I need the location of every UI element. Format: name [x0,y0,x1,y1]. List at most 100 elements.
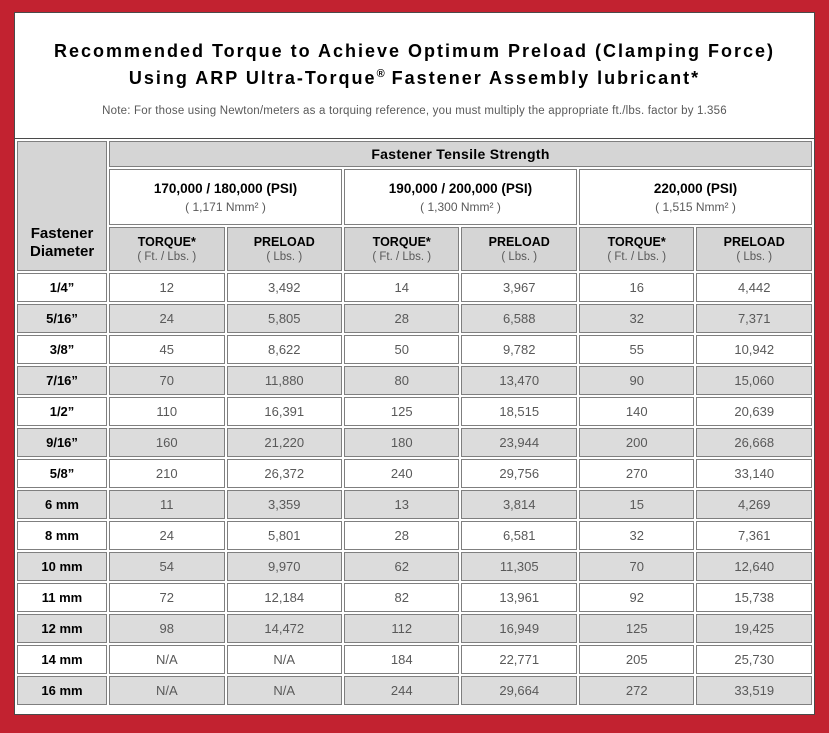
torque-cell: 11 [109,490,225,519]
torque-cell: 140 [578,397,695,426]
torque-cell: 28 [344,521,460,550]
psi-header-row: 170,000 / 180,000 (PSI) ( 1,171 Nmm² ) 1… [17,169,812,225]
torque-cell: N/A [109,676,225,705]
diameter-cell: 10 mm [17,552,108,581]
diameter-cell: 16 mm [17,676,108,705]
preload-cell: 25,730 [696,645,812,674]
torque-cell: N/A [109,645,225,674]
content-panel: Recommended Torque to Achieve Optimum Pr… [14,12,815,715]
torque-table-container: Fastener Diameter Fastener Tensile Stren… [15,138,814,714]
torque-cell: 14 [344,273,460,302]
table-row: 5/16” 24 5,805 28 6,588 32 7,371 [17,304,812,333]
preload-cell: 23,944 [461,428,577,457]
torque-cell: 15 [578,490,695,519]
diameter-cell: 3/8” [17,335,108,364]
torque-cell: 62 [344,552,460,581]
torque-cell: 180 [344,428,460,457]
table-row: 8 mm 24 5,801 28 6,581 32 7,361 [17,521,812,550]
preload-cell: 9,970 [226,552,342,581]
preload-cell: 22,771 [461,645,577,674]
preload-cell: 6,588 [461,304,577,333]
preload-cell: 7,371 [696,304,812,333]
title-line-1: Recommended Torque to Achieve Optimum Pr… [53,41,776,61]
psi-header-220: 220,000 (PSI) ( 1,515 Nmm² ) [578,169,812,225]
torque-cell: 160 [109,428,225,457]
diameter-cell: 7/16” [17,366,108,395]
preload-cell: 4,269 [696,490,812,519]
preload-cell: 16,949 [461,614,577,643]
preload-cell: 13,470 [461,366,577,395]
preload-cell: 16,391 [226,397,342,426]
preload-cell: 20,639 [696,397,812,426]
table-body: 1/4” 12 3,492 14 3,967 16 4,442 5/16” 24 5,805 28 6… [17,273,812,705]
torque-cell: 13 [344,490,460,519]
diameter-cell: 14 mm [17,645,108,674]
preload-cell: 26,372 [226,459,342,488]
tensile-strength-header: Fastener Tensile Strength [109,141,812,167]
preload-cell: 12,184 [226,583,342,612]
preload-cell: 15,738 [696,583,812,612]
torque-cell: 50 [344,335,460,364]
preload-cell: N/A [226,676,342,705]
torque-cell: 244 [344,676,460,705]
table-row: 16 mm N/A N/A 244 29,664 272 33,519 [17,676,812,705]
preload-cell: 29,756 [461,459,577,488]
torque-cell: 54 [109,552,225,581]
table-row: 1/4” 12 3,492 14 3,967 16 4,442 [17,273,812,302]
preload-cell: 10,942 [696,335,812,364]
table-row: 5/8” 210 26,372 240 29,756 270 33,140 [17,459,812,488]
table-row: 1/2” 110 16,391 125 18,515 140 20,639 [17,397,812,426]
table-row: 12 mm 98 14,472 112 16,949 125 19,425 [17,614,812,643]
preload-cell: 15,060 [696,366,812,395]
torque-cell: 270 [578,459,695,488]
torque-subheader-3: TORQUE* ( Ft. / Lbs. ) [578,227,695,271]
preload-cell: 3,967 [461,273,577,302]
diameter-cell: 11 mm [17,583,108,612]
torque-cell: 184 [344,645,460,674]
preload-cell: 3,814 [461,490,577,519]
title-section: Recommended Torque to Achieve Optimum Pr… [15,13,814,138]
preload-cell: N/A [226,645,342,674]
title-line-2: Using ARP Ultra-Torque® Fastener Assembl… [128,68,701,88]
torque-cell: 240 [344,459,460,488]
torque-cell: 98 [109,614,225,643]
table-row: 7/16” 70 11,880 80 13,470 90 15,060 [17,366,812,395]
torque-cell: 55 [578,335,695,364]
torque-cell: 24 [109,521,225,550]
torque-preload-subheader-row: TORQUE* ( Ft. / Lbs. ) PRELOAD ( Lbs. ) … [17,227,812,271]
torque-cell: 125 [578,614,695,643]
preload-cell: 29,664 [461,676,577,705]
torque-cell: 32 [578,304,695,333]
torque-cell: 82 [344,583,460,612]
torque-cell: 90 [578,366,695,395]
diameter-cell: 6 mm [17,490,108,519]
diameter-cell: 8 mm [17,521,108,550]
torque-cell: 72 [109,583,225,612]
torque-cell: 16 [578,273,695,302]
preload-cell: 9,782 [461,335,577,364]
preload-cell: 33,140 [696,459,812,488]
preload-cell: 18,515 [461,397,577,426]
torque-cell: 70 [109,366,225,395]
preload-cell: 26,668 [696,428,812,457]
table-row: 9/16” 160 21,220 180 23,944 200 26,668 [17,428,812,457]
torque-subheader-2: TORQUE* ( Ft. / Lbs. ) [344,227,460,271]
preload-cell: 12,640 [696,552,812,581]
preload-cell: 6,581 [461,521,577,550]
torque-cell: 110 [109,397,225,426]
torque-table: Fastener Diameter Fastener Tensile Stren… [15,139,814,707]
preload-cell: 14,472 [226,614,342,643]
torque-cell: 32 [578,521,695,550]
diameter-cell: 5/16” [17,304,108,333]
torque-cell: 24 [109,304,225,333]
table-row: 11 mm 72 12,184 82 13,961 92 15,738 [17,583,812,612]
preload-cell: 8,622 [226,335,342,364]
torque-cell: 125 [344,397,460,426]
table-row: 6 mm 11 3,359 13 3,814 15 4,269 [17,490,812,519]
preload-subheader-1: PRELOAD ( Lbs. ) [226,227,342,271]
diameter-cell: 9/16” [17,428,108,457]
preload-cell: 13,961 [461,583,577,612]
preload-cell: 11,305 [461,552,577,581]
preload-cell: 11,880 [226,366,342,395]
